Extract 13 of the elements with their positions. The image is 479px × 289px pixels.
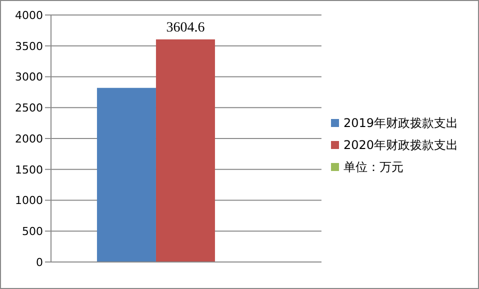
y-tick-label: 4000	[15, 8, 43, 22]
y-tick-label: 3500	[15, 40, 43, 53]
legend-label: 2020年财政拨款支出	[343, 138, 458, 152]
y-tick-label: 2000	[15, 132, 43, 146]
y-tick-label: 500	[22, 225, 43, 238]
data-label: 3604.6	[166, 20, 205, 36]
y-tick-label: 1500	[15, 163, 43, 176]
y-tick-label: 3000	[15, 70, 43, 84]
y-tick-label: 0	[36, 256, 43, 269]
legend-label: 单位：万元	[343, 160, 404, 174]
legend-label: 2019年财政拨款支出	[343, 116, 458, 130]
y-tick-label: 1000	[15, 194, 43, 208]
y-tick-label: 2500	[15, 102, 43, 115]
